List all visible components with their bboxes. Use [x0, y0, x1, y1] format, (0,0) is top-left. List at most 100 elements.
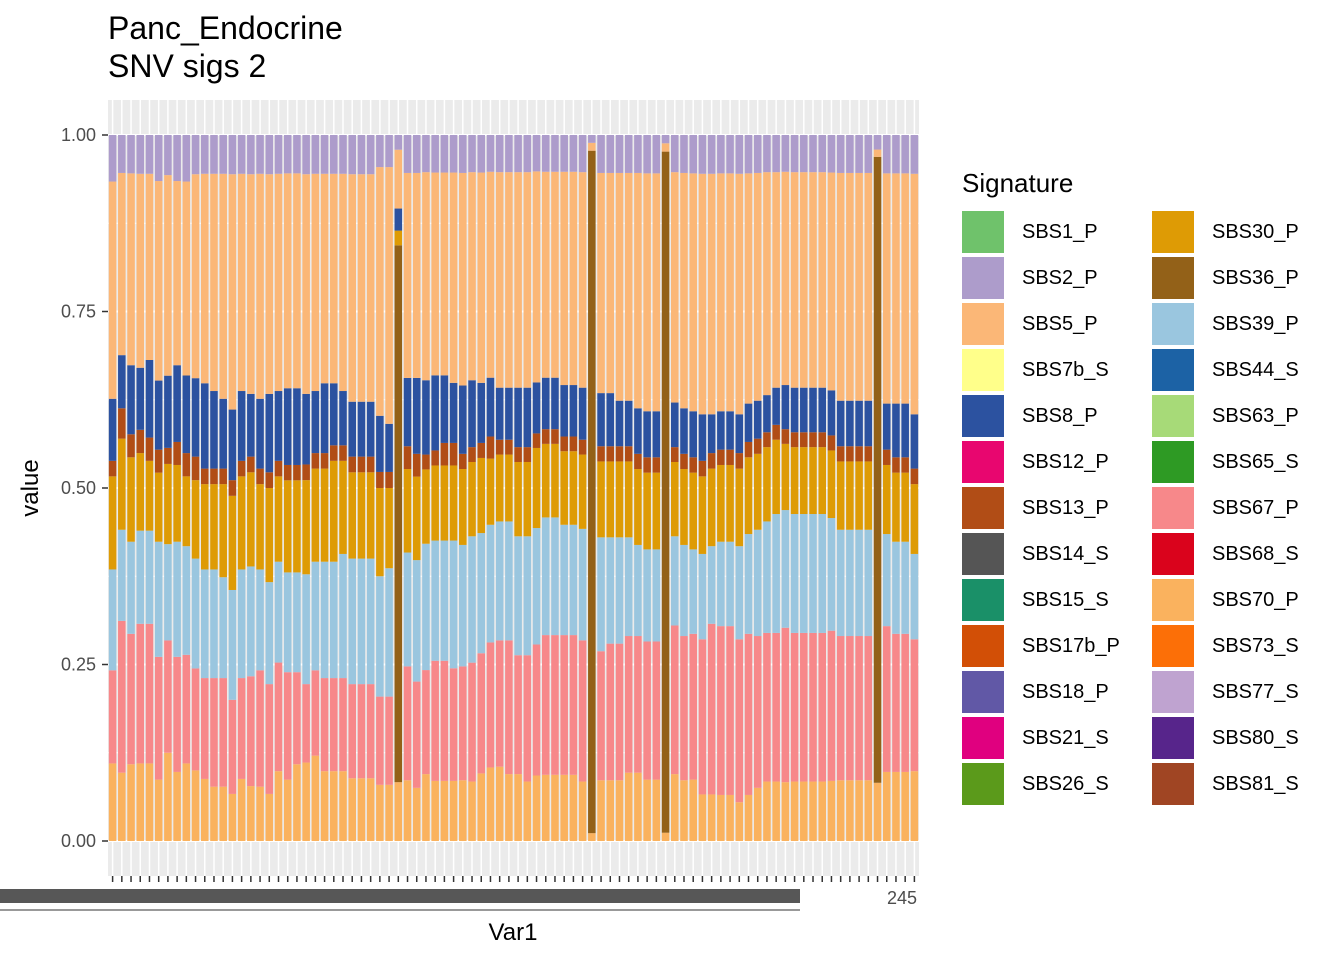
- bar-segment: [735, 135, 744, 174]
- bar-segment: [330, 173, 338, 384]
- bar-segment: [459, 385, 467, 454]
- bar-segment: [339, 771, 347, 841]
- bar-segment: [588, 833, 596, 841]
- bar-segment: [302, 174, 310, 394]
- bar-segment: [385, 488, 393, 569]
- bar-segment: [210, 468, 218, 485]
- bar-segment: [680, 408, 688, 454]
- bar-segment: [219, 786, 227, 841]
- bar-segment: [145, 530, 154, 624]
- bar-segment: [615, 780, 624, 841]
- bar-segment: [532, 775, 541, 841]
- bar-segment: [689, 135, 697, 174]
- legend-swatch: [1152, 303, 1194, 345]
- bar-segment: [357, 684, 366, 779]
- bar-segment: [320, 561, 329, 679]
- bar-segment: [717, 449, 725, 465]
- bar-segment: [541, 517, 550, 636]
- bar-segment: [283, 672, 292, 780]
- bar-segment: [735, 802, 744, 841]
- bar-segment: [698, 476, 707, 554]
- bar-segment: [606, 135, 615, 173]
- bar-segment: [422, 380, 430, 455]
- bar-segment: [118, 620, 126, 773]
- bar-segment: [615, 537, 624, 644]
- bar-segment: [901, 403, 909, 458]
- bar-segment: [753, 400, 762, 439]
- bar-segment: [293, 388, 301, 465]
- bar-segment: [846, 529, 854, 637]
- bar-segment: [274, 391, 283, 461]
- bar-segment: [532, 433, 541, 448]
- bar-stack: [855, 135, 863, 841]
- bar-segment: [910, 771, 919, 841]
- bar-segment: [320, 771, 329, 841]
- bar-segment: [348, 558, 357, 685]
- bar-segment: [348, 684, 357, 779]
- bar-segment: [855, 636, 863, 781]
- bar-segment: [735, 468, 744, 547]
- bar-segment: [348, 456, 357, 473]
- bar-segment: [532, 528, 541, 645]
- bar-segment: [882, 626, 891, 772]
- bar-segment: [486, 135, 495, 172]
- bar-segment: [634, 408, 642, 454]
- bar-stack: [412, 135, 421, 841]
- x-tick-label: 245: [887, 888, 917, 908]
- bar-segment: [173, 771, 181, 841]
- bar-segment: [311, 135, 320, 174]
- bar-stack: [698, 135, 707, 841]
- bar-segment: [182, 181, 191, 376]
- bar-segment: [219, 173, 227, 399]
- bar-segment: [790, 514, 799, 633]
- bar-segment: [680, 469, 688, 545]
- bar-segment: [698, 414, 707, 461]
- bar-segment: [892, 633, 900, 772]
- legend-label: SBS13_P: [1022, 496, 1109, 519]
- bar-segment: [173, 441, 181, 465]
- legend-item: SBS63_P: [1152, 393, 1322, 439]
- bar-segment: [357, 472, 366, 559]
- bar-segment: [634, 172, 642, 409]
- bar-segment: [136, 135, 145, 174]
- bar-stack: [790, 135, 799, 841]
- bar-segment: [790, 387, 799, 433]
- bar-segment: [726, 794, 734, 841]
- bar-segment: [588, 135, 596, 143]
- bar-segment: [800, 172, 808, 388]
- bar-segment: [366, 401, 375, 457]
- y-tick-label: 0.00: [61, 831, 96, 851]
- bar-segment: [615, 400, 624, 447]
- bar-segment: [772, 514, 780, 633]
- bar-stack: [882, 135, 891, 841]
- bar-segment: [228, 409, 237, 481]
- x-axis: 245: [0, 876, 917, 911]
- legend-swatch: [1152, 349, 1194, 391]
- bar-segment: [468, 135, 476, 173]
- bar-segment: [532, 644, 541, 776]
- bar-segment: [717, 464, 725, 542]
- bar-segment: [274, 460, 283, 477]
- bar-segment: [523, 781, 532, 841]
- bar-segment: [735, 173, 744, 415]
- bar-segment: [569, 774, 578, 841]
- bar-segment: [431, 450, 439, 466]
- bar-segment: [698, 460, 707, 477]
- bar-stack: [541, 135, 550, 841]
- legend-item: SBS65_S: [1152, 439, 1322, 485]
- bar-segment: [551, 635, 559, 775]
- bar-segment: [532, 135, 541, 172]
- bar-segment: [182, 453, 191, 477]
- bar-segment: [532, 171, 541, 383]
- legend: Signature SBS1_P SBS30_P SBS2_P SBS36_P SBS5…: [962, 168, 1322, 807]
- bar-segment: [339, 445, 347, 461]
- bar-segment: [827, 172, 836, 391]
- bar-segment: [154, 181, 163, 381]
- bar-segment: [228, 174, 237, 410]
- bar-segment: [882, 771, 891, 841]
- bar-segment: [707, 173, 716, 415]
- bar-segment: [311, 391, 320, 454]
- bar-segment: [753, 172, 762, 401]
- bar-segment: [781, 782, 790, 841]
- bar-segment: [228, 589, 237, 700]
